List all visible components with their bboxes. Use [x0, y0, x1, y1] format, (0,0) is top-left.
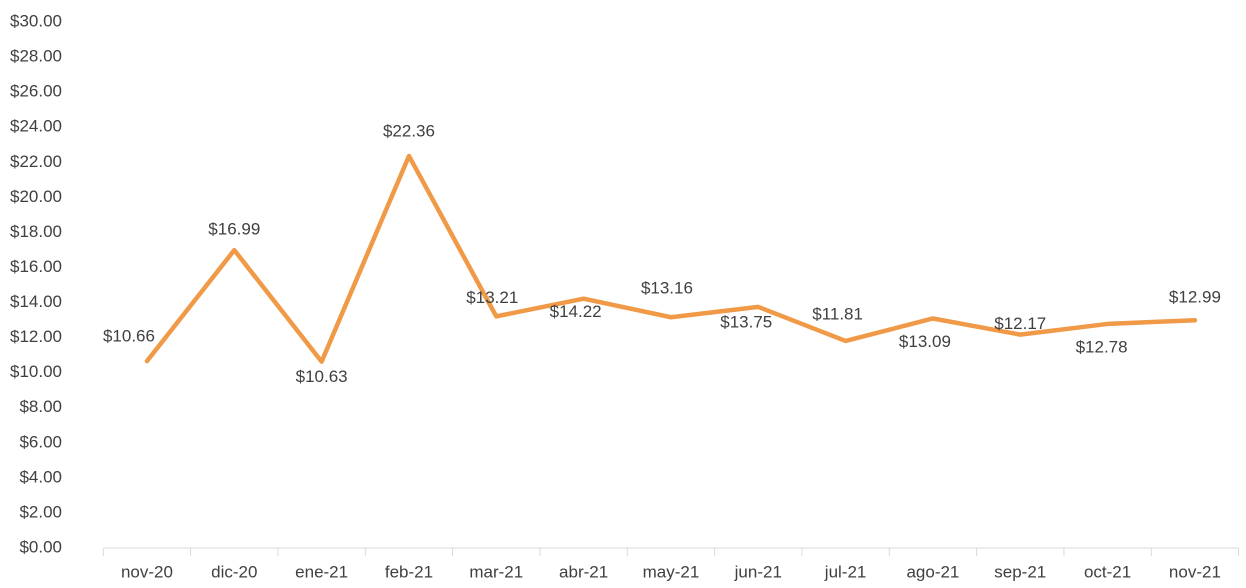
y-tick-label: $16.00	[10, 257, 62, 276]
y-tick-label: $2.00	[19, 502, 62, 521]
y-tick-label: $22.00	[10, 152, 62, 171]
x-tick-label: ene-21	[295, 562, 348, 581]
data-label: $12.99	[1169, 288, 1221, 307]
data-label: $10.63	[296, 367, 348, 386]
data-label: $10.66	[103, 327, 155, 346]
x-tick-label: jun-21	[734, 562, 782, 581]
y-tick-label: $30.00	[10, 11, 62, 30]
x-tick-label: may-21	[643, 562, 700, 581]
data-label: $22.36	[383, 121, 435, 140]
y-tick-label: $10.00	[10, 362, 62, 381]
x-tick-label: nov-21	[1169, 562, 1221, 581]
x-tick-label: sep-21	[994, 562, 1046, 581]
line	[144, 153, 1198, 364]
x-tick-label: oct-21	[1084, 562, 1131, 581]
y-tick-label: $26.00	[10, 82, 62, 101]
y-tick-label: $0.00	[19, 537, 62, 556]
y-tick-label: $12.00	[10, 327, 62, 346]
x-tick-label: jul-21	[824, 562, 867, 581]
y-tick-label: $8.00	[19, 397, 62, 416]
y-tick-label: $14.00	[10, 292, 62, 311]
y-tick-label: $20.00	[10, 187, 62, 206]
x-tick-label: nov-20	[121, 562, 173, 581]
data-label: $12.78	[1076, 337, 1128, 356]
x-tick-label: abr-21	[559, 562, 608, 581]
x-tick-label: dic-20	[211, 562, 257, 581]
x-tick-label: ago-21	[906, 562, 959, 581]
data-label: $13.75	[720, 312, 772, 331]
y-tick-label: $4.00	[19, 467, 62, 486]
y-tick-label: $28.00	[10, 47, 62, 66]
y-tick-label: $24.00	[10, 117, 62, 136]
data-label: $14.22	[550, 302, 602, 321]
x-tick-label: mar-21	[469, 562, 523, 581]
y-tick-label: $18.00	[10, 222, 62, 241]
data-label: $16.99	[208, 220, 260, 239]
data-label: $12.17	[994, 314, 1046, 333]
data-label: $13.21	[466, 288, 518, 307]
y-tick-label: $6.00	[19, 432, 62, 451]
data-label: $13.16	[641, 279, 693, 298]
data-label: $11.81	[812, 304, 863, 323]
data-label: $13.09	[899, 332, 951, 351]
x-tick-label: feb-21	[385, 562, 433, 581]
